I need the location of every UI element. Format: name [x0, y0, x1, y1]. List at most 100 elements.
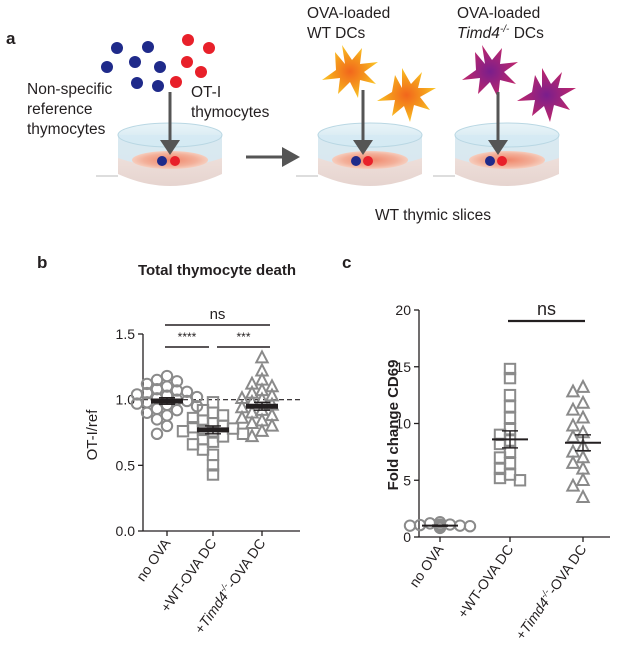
- panel-c: c Fold change CD69 0 5 10 15 20 ns no OVA +WT…: [342, 253, 610, 642]
- panel-c-points: [403, 362, 601, 535]
- panel-c-letter: c: [342, 253, 351, 272]
- data-point: [565, 401, 581, 416]
- data-point: [575, 378, 591, 393]
- data-point: [503, 371, 517, 385]
- panel-c-significance: ns: [508, 299, 585, 323]
- y-tick-label: 1.0: [116, 392, 136, 408]
- data-point: [254, 422, 270, 437]
- x-category-label: +WT-OVA DC: [454, 542, 516, 621]
- wt-dcs-label: OVA-loaded WT DCs: [307, 5, 395, 42]
- data-point: [160, 409, 174, 422]
- x-category-label: +Timd4-/--OVA DC: [511, 541, 589, 642]
- culture-well-2: [317, 122, 423, 186]
- timd4-dc-cells: [462, 45, 576, 122]
- culture-well-3: [454, 122, 560, 186]
- data-point: [130, 388, 144, 401]
- data-point: [463, 520, 477, 533]
- data-point: [264, 417, 280, 432]
- data-point: [186, 438, 200, 451]
- panel-b-points: [130, 349, 280, 481]
- x-category-label: no OVA: [406, 541, 447, 590]
- data-point: [170, 403, 184, 417]
- data-point: [503, 468, 517, 481]
- data-point: [206, 468, 220, 481]
- thymic-slices-label: WT thymic slices: [375, 207, 491, 224]
- y-tick-label: 20: [395, 302, 411, 318]
- panel-b-y-axis-title: OT-I/ref: [84, 409, 101, 461]
- data-point: [503, 411, 517, 425]
- data-point: [493, 471, 507, 485]
- data-point: [176, 424, 190, 438]
- data-point: [196, 443, 210, 456]
- data-point: [565, 477, 581, 492]
- data-point: [170, 375, 184, 388]
- panel-b-x-labels: no OVA+WT-OVA DC+Timd4-/--OVA DC: [133, 535, 269, 636]
- data-point: [513, 474, 527, 487]
- data-point: [150, 427, 164, 441]
- x-category-label: no OVA: [133, 535, 174, 584]
- significance-label: ns: [537, 299, 556, 319]
- data-point: [150, 402, 164, 416]
- data-point: [575, 471, 591, 486]
- data-point: [234, 409, 250, 424]
- oti-label: OT-I thymocytes: [191, 84, 270, 121]
- data-point: [216, 430, 230, 443]
- significance-label: ns: [210, 306, 226, 323]
- data-point: [180, 385, 194, 398]
- panel-b-letter: b: [37, 253, 47, 272]
- data-point: [575, 394, 591, 409]
- data-point: [130, 397, 144, 410]
- step-arrow: [246, 147, 300, 167]
- y-tick-label: 0.5: [116, 457, 136, 473]
- data-point: [206, 448, 220, 462]
- significance-label: ***: [236, 330, 250, 344]
- data-point: [160, 369, 174, 383]
- data-point: [206, 396, 220, 409]
- data-point: [503, 457, 517, 470]
- data-point: [575, 488, 591, 503]
- data-point: [160, 419, 174, 433]
- panel-a: a Non-specific reference thymocytes OT-I…: [6, 5, 576, 224]
- data-point: [150, 382, 164, 396]
- data-point: [503, 400, 517, 413]
- panel-c-x-labels: no OVA +WT-OVA DC+Timd4-/--OVA DC: [406, 541, 590, 642]
- data-point: [206, 459, 220, 472]
- y-tick-label: 10: [395, 416, 411, 432]
- y-tick-label: 0: [403, 529, 411, 545]
- data-point: [493, 451, 507, 464]
- nonspecific-thymocytes: [101, 41, 166, 92]
- data-point: [565, 383, 581, 398]
- data-point: [575, 409, 591, 424]
- data-point: [140, 406, 154, 419]
- data-point: [503, 388, 517, 402]
- panel-b: b Total thymocyte death OT-I/ref 0.0 0.5 1…: [37, 253, 300, 636]
- panel-b-title: Total thymocyte death: [138, 262, 296, 279]
- data-point: [150, 373, 164, 387]
- data-point: [236, 427, 250, 441]
- panel-a-letter: a: [6, 29, 16, 48]
- y-tick-label: 0.0: [116, 523, 136, 539]
- timd4-dcs-label: OVA-loaded Timd4-/- DCs: [457, 5, 545, 42]
- significance-label: ****: [178, 330, 197, 344]
- data-point: [216, 409, 230, 422]
- data-point: [423, 517, 437, 530]
- wt-dc-cells: [322, 45, 436, 122]
- data-point: [503, 362, 517, 376]
- y-tick-label: 5: [403, 472, 411, 488]
- panel-c-axes: 0 5 10 15 20: [395, 302, 610, 545]
- data-point: [206, 435, 220, 448]
- data-point: [244, 428, 260, 443]
- oti-thymocytes: [170, 34, 215, 88]
- nonspecific-label: Non-specific reference thymocytes: [27, 81, 117, 138]
- panel-c-y-axis-title: Fold change CD69: [385, 360, 402, 491]
- y-tick-label: 15: [395, 359, 411, 375]
- panel-b-significance: **** ***ns: [165, 306, 270, 348]
- data-point: [226, 422, 240, 435]
- data-point: [206, 406, 220, 420]
- data-point: [254, 349, 270, 364]
- data-point: [140, 377, 154, 391]
- data-point: [403, 519, 417, 532]
- data-point: [190, 390, 204, 404]
- y-tick-label: 1.5: [116, 326, 136, 342]
- data-point: [150, 413, 164, 426]
